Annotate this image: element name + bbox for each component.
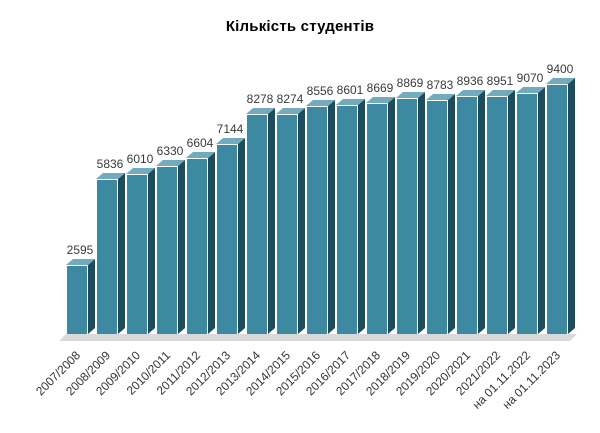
bar-side-face <box>448 94 455 334</box>
bar-side-face <box>208 152 215 334</box>
value-label: 8274 <box>277 92 304 106</box>
bar-side-face <box>88 259 95 334</box>
bar-front-face <box>547 85 567 334</box>
bar-top-face <box>156 160 185 166</box>
value-label: 8936 <box>457 74 484 88</box>
bar-top-face <box>546 78 575 84</box>
bar-top-face <box>246 108 275 114</box>
value-label: 8951 <box>487 74 514 88</box>
bar-front-face <box>187 159 207 334</box>
value-label: 6010 <box>127 152 154 166</box>
value-label: 8669 <box>367 81 394 95</box>
value-label: 8601 <box>337 83 364 97</box>
bar-front-face <box>217 145 237 334</box>
chart-floor <box>59 334 577 341</box>
bar-side-face <box>328 100 335 334</box>
bar-front-face <box>307 107 327 334</box>
bar-side-face <box>298 108 305 334</box>
bar-top-face <box>216 138 245 144</box>
value-label: 8783 <box>427 78 454 92</box>
bar-front-face <box>427 101 447 334</box>
value-label: 6330 <box>157 144 184 158</box>
bar-side-face <box>478 90 485 334</box>
bar-top-face <box>366 97 395 103</box>
bar-side-face <box>538 87 545 334</box>
value-label: 5836 <box>97 157 124 171</box>
bar-top-face <box>426 94 455 100</box>
bar-front-face <box>157 167 177 334</box>
bar-front-face <box>127 175 147 334</box>
bar-side-face <box>508 90 515 334</box>
value-label: 6604 <box>187 136 214 150</box>
bar-top-face <box>276 108 305 114</box>
value-label: 9070 <box>517 71 544 85</box>
bar-front-face <box>337 106 357 334</box>
bar-side-face <box>148 168 155 334</box>
bar-side-face <box>268 108 275 334</box>
bar-side-face <box>418 92 425 334</box>
bar-top-face <box>396 92 425 98</box>
bar-front-face <box>277 115 297 334</box>
value-label: 9400 <box>547 62 574 76</box>
value-label: 8278 <box>247 92 274 106</box>
bar-top-face <box>66 259 95 265</box>
bar-side-face <box>238 138 245 334</box>
bar-front-face <box>487 97 507 334</box>
bar-side-face <box>358 99 365 334</box>
bar-top-face <box>186 152 215 158</box>
bar-front-face <box>247 115 267 334</box>
bar-front-face <box>397 99 417 334</box>
bar-top-face <box>486 90 515 96</box>
bar-top-face <box>306 100 335 106</box>
bar-top-face <box>96 173 125 179</box>
bar-front-face <box>367 104 387 334</box>
bar-side-face <box>118 173 125 334</box>
bar-front-face <box>517 94 537 334</box>
value-label: 7144 <box>217 122 244 136</box>
bar-side-face <box>388 97 395 334</box>
bar-front-face <box>97 180 117 334</box>
bar-front-face <box>67 266 87 334</box>
bar-top-face <box>126 168 155 174</box>
bar-front-face <box>457 97 477 334</box>
chart-title: Кількість студентів <box>225 18 375 35</box>
bar-top-face <box>456 90 485 96</box>
bar-top-face <box>516 87 545 93</box>
value-label: 2595 <box>67 243 94 257</box>
bar-side-face <box>568 78 575 334</box>
value-label: 8556 <box>307 84 334 98</box>
value-label: 8869 <box>397 76 424 90</box>
bar-top-face <box>336 99 365 105</box>
bar-side-face <box>178 160 185 334</box>
